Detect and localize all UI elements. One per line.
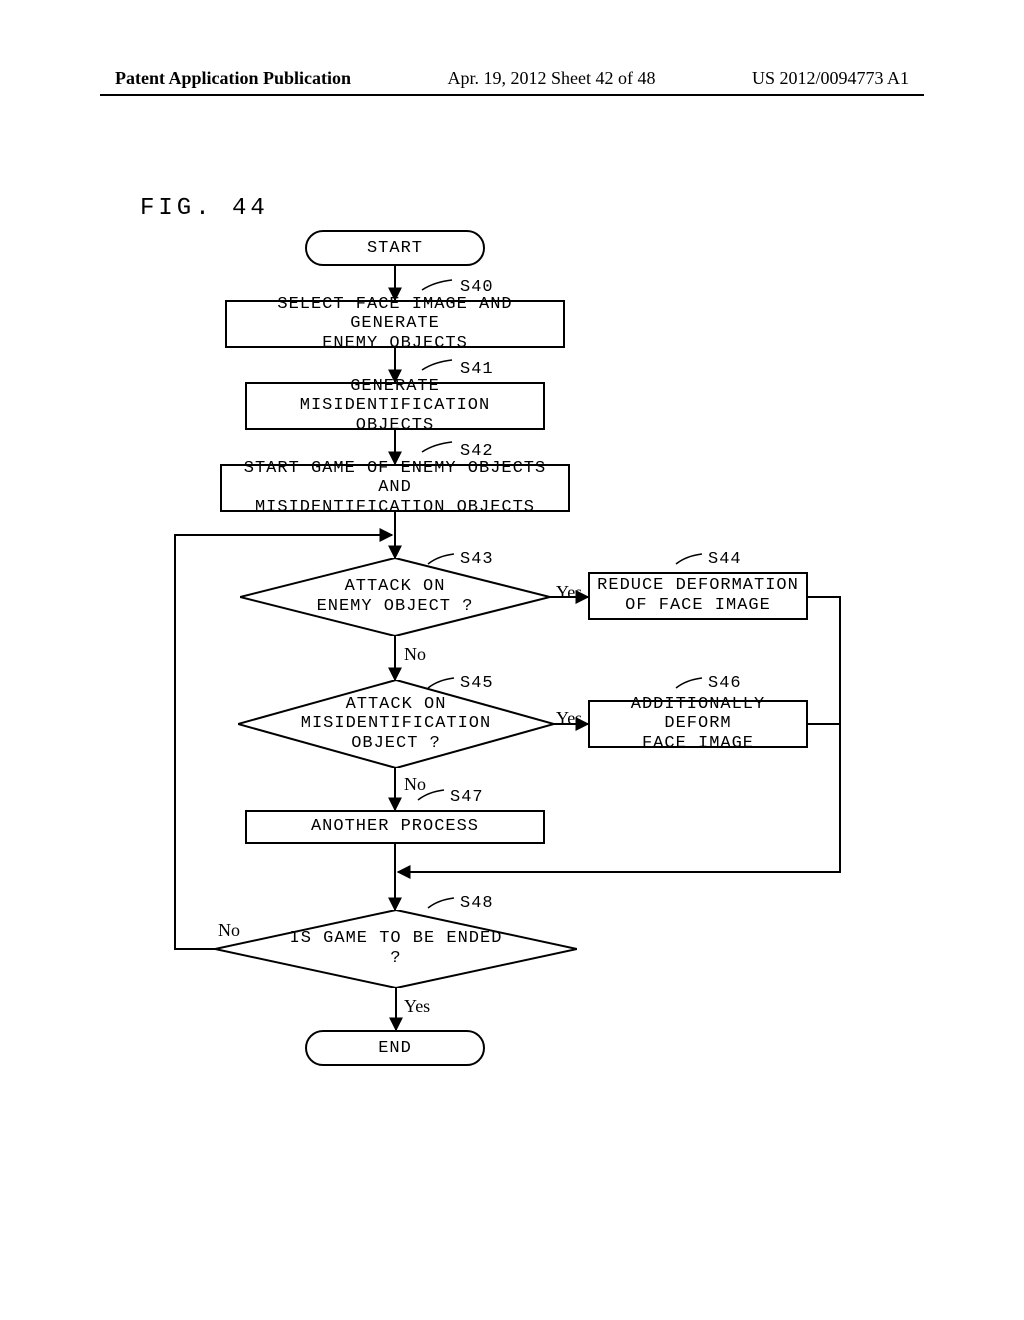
label-s47: S47 [450, 788, 484, 807]
yes-s43: Yes [556, 582, 582, 603]
process-s41: GENERATE MISIDENTIFICATION OBJECTS [245, 382, 545, 430]
yes-s48: Yes [404, 996, 430, 1017]
process-s40-text: SELECT FACE IMAGE AND GENERATE ENEMY OBJ… [233, 295, 557, 354]
process-s44: REDUCE DEFORMATION OF FACE IMAGE [588, 572, 808, 620]
process-s47-text: ANOTHER PROCESS [311, 817, 479, 837]
page-header: Patent Application Publication Apr. 19, … [0, 68, 1024, 89]
start-text: START [367, 239, 423, 258]
process-s47: ANOTHER PROCESS [245, 810, 545, 844]
process-s40: SELECT FACE IMAGE AND GENERATE ENEMY OBJ… [225, 300, 565, 348]
header-right: US 2012/0094773 A1 [752, 68, 909, 89]
yes-s45: Yes [556, 708, 582, 729]
flowchart: START SELECT FACE IMAGE AND GENERATE ENE… [160, 230, 880, 1130]
process-s42-text: START GAME OF ENEMY OBJECTS AND MISIDENT… [228, 459, 562, 518]
label-s46: S46 [708, 674, 742, 693]
process-s41-text: GENERATE MISIDENTIFICATION OBJECTS [253, 377, 537, 436]
label-s40: S40 [460, 278, 494, 297]
start-terminator: START [305, 230, 485, 266]
label-s48: S48 [460, 894, 494, 913]
no-s43: No [404, 644, 426, 665]
process-s42: START GAME OF ENEMY OBJECTS AND MISIDENT… [220, 464, 570, 512]
process-s46: ADDITIONALLY DEFORM FACE IMAGE [588, 700, 808, 748]
process-s44-text: REDUCE DEFORMATION OF FACE IMAGE [597, 576, 799, 615]
no-s45: No [404, 774, 426, 795]
process-s46-text: ADDITIONALLY DEFORM FACE IMAGE [596, 695, 800, 754]
decision-s48: IS GAME TO BE ENDED ? [215, 910, 577, 988]
label-s45: S45 [460, 674, 494, 693]
label-s42: S42 [460, 442, 494, 461]
label-s44: S44 [708, 550, 742, 569]
end-terminator: END [305, 1030, 485, 1066]
label-s43: S43 [460, 550, 494, 569]
no-s48: No [218, 920, 240, 941]
label-s41: S41 [460, 360, 494, 379]
header-rule [100, 94, 924, 96]
header-center: Apr. 19, 2012 Sheet 42 of 48 [448, 68, 656, 89]
figure-label: FIG. 44 [140, 195, 269, 222]
decision-s45: ATTACK ON MISIDENTIFICATION OBJECT ? [238, 680, 554, 768]
end-text: END [378, 1039, 412, 1058]
decision-s43: ATTACK ON ENEMY OBJECT ? [240, 558, 550, 636]
header-left: Patent Application Publication [115, 68, 351, 89]
